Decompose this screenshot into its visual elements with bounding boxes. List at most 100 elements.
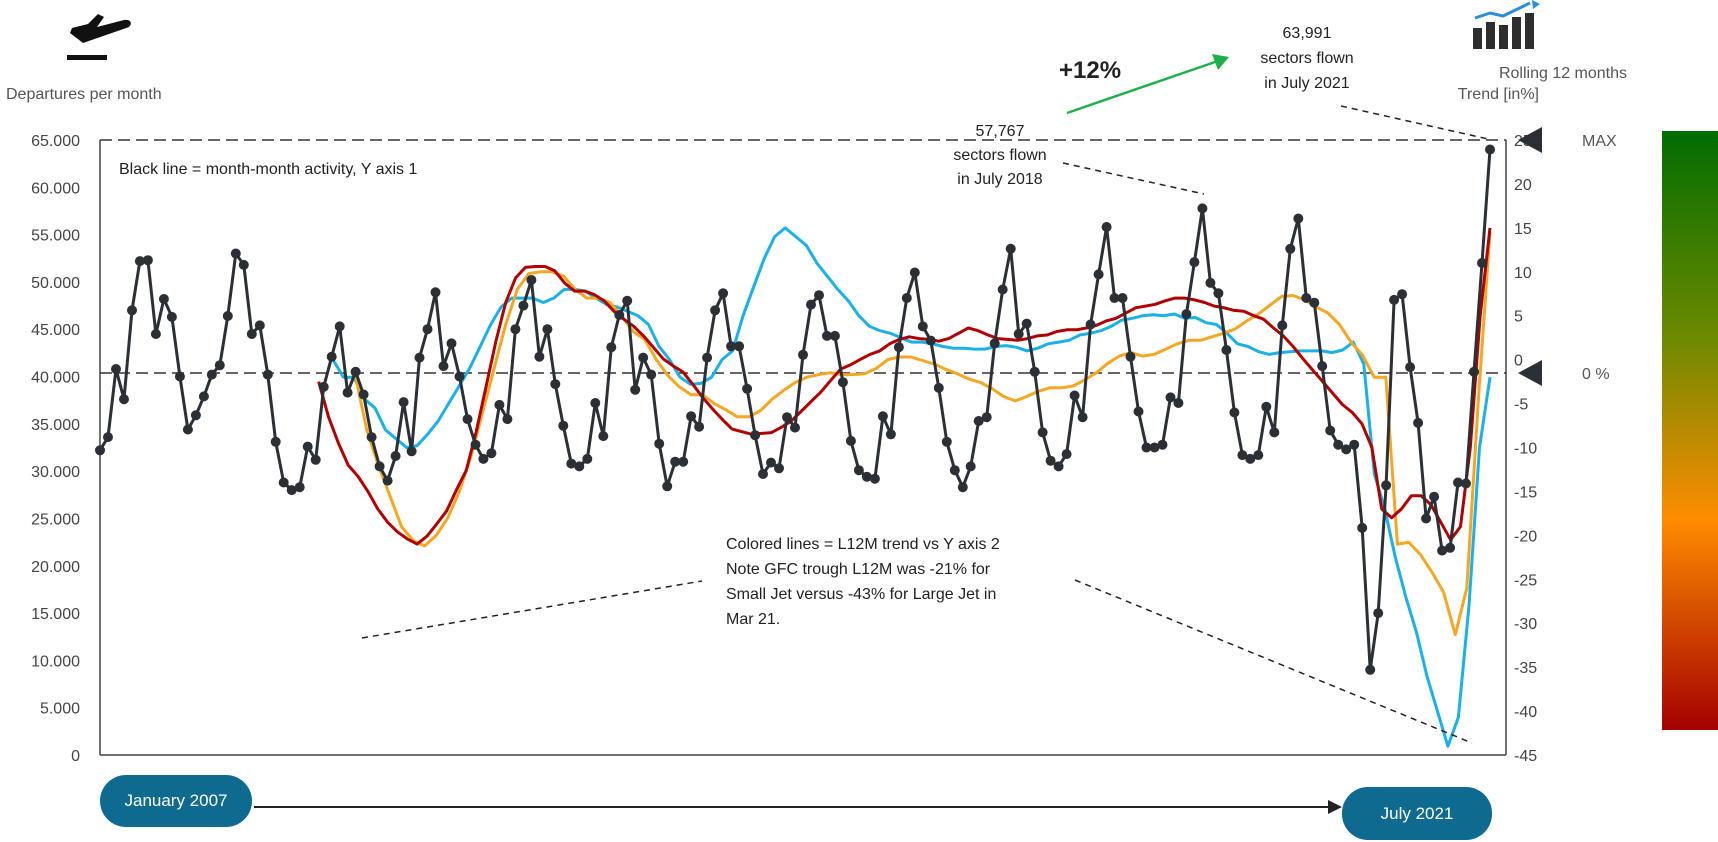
monthly-departures-point xyxy=(606,342,617,353)
monthly-departures-point xyxy=(142,255,153,266)
monthly-departures-point xyxy=(1461,478,1471,489)
colored-lines-note: Colored lines = L12M trend vs Y axis 2 N… xyxy=(726,536,1000,628)
monthly-departures-point xyxy=(358,389,369,400)
y2-tick-label: -30 xyxy=(1514,616,1537,633)
monthly-departures-point xyxy=(1029,366,1040,377)
monthly-departures-point xyxy=(454,371,465,382)
growth-arrow-head xyxy=(1212,54,1229,70)
monthly-departures-point xyxy=(718,288,729,299)
monthly-departures-point xyxy=(1309,297,1320,308)
monthly-departures-point xyxy=(446,338,457,349)
monthly-departures-point xyxy=(1165,392,1176,403)
monthly-departures-point xyxy=(542,324,553,335)
callout-2018-line3: in July 2018 xyxy=(957,171,1042,188)
monthly-departures-point xyxy=(526,275,537,285)
monthly-departures-point xyxy=(1365,664,1376,675)
monthly-departures-point xyxy=(174,371,185,382)
y1-tick-label: 35.000 xyxy=(31,417,80,434)
monthly-departures-point xyxy=(1429,491,1440,502)
series-layer xyxy=(95,144,1495,748)
monthly-departures-point xyxy=(742,383,753,394)
monthly-departures-point xyxy=(1445,542,1456,553)
monthly-departures-point xyxy=(254,320,265,331)
monthly-departures-point xyxy=(1149,442,1160,453)
monthly-departures-point xyxy=(1085,319,1096,330)
monthly-departures-point xyxy=(1125,351,1136,362)
monthly-departures-point xyxy=(1293,213,1304,224)
monthly-departures-point xyxy=(957,482,968,493)
monthly-departures-point xyxy=(814,290,824,301)
y2-axis-label-line1: Rolling 12 months xyxy=(1499,65,1627,82)
monthly-departures-point xyxy=(1229,407,1240,418)
monthly-departures-point xyxy=(1477,258,1487,268)
monthly-departures-point xyxy=(1189,257,1200,268)
y2-tick-label: 5 xyxy=(1514,309,1523,326)
monthly-departures-point xyxy=(1197,203,1208,214)
monthly-departures-point xyxy=(622,295,633,306)
note-line-4: Mar 21. xyxy=(726,611,780,628)
y2-tick-label: 15 xyxy=(1514,221,1532,238)
monthly-departures-point xyxy=(598,431,609,442)
monthly-departures-point xyxy=(1349,439,1360,450)
monthly-departures-point xyxy=(901,293,912,303)
y1-tick-label: 5.000 xyxy=(40,701,80,718)
monthly-departures-point xyxy=(989,338,1000,349)
monthly-departures-point xyxy=(1453,477,1463,488)
monthly-departures-point xyxy=(302,441,313,452)
monthly-departures-point xyxy=(1485,144,1495,155)
monthly-departures-point xyxy=(638,352,649,363)
monthly-departures-point xyxy=(1381,480,1392,491)
monthly-departures-point xyxy=(238,259,249,270)
monthly-departures-point xyxy=(1245,453,1256,464)
monthly-departures-point xyxy=(190,410,201,421)
monthly-departures-point xyxy=(997,284,1008,295)
callout-2018-leader xyxy=(1062,162,1205,195)
monthly-departures-point xyxy=(949,465,960,476)
monthly-departures-point xyxy=(422,324,433,335)
monthly-departures-point xyxy=(414,352,425,363)
monthly-departures-point xyxy=(734,341,745,352)
zero-label: 0 % xyxy=(1582,366,1610,383)
monthly-departures-point xyxy=(566,458,577,469)
y2-tick-label: 0 xyxy=(1514,353,1523,370)
monthly-departures-point xyxy=(1117,293,1128,303)
monthly-departures-point xyxy=(398,397,409,408)
monthly-departures-point xyxy=(150,329,161,339)
monthly-departures-point xyxy=(1269,427,1280,438)
monthly-departures-point xyxy=(486,448,497,459)
y2-axis-label-line2: Trend [in%] xyxy=(1458,86,1539,103)
monthly-departures-point xyxy=(726,341,737,352)
monthly-departures-point xyxy=(182,424,193,435)
end-date-pill xyxy=(1342,787,1492,840)
monthly-departures-point xyxy=(885,429,896,440)
monthly-departures-point xyxy=(1237,450,1248,461)
max-label: MAX xyxy=(1582,133,1617,150)
monthly-departures-point xyxy=(166,311,177,322)
monthly-departures-point xyxy=(678,456,689,467)
monthly-departures-point xyxy=(470,439,481,450)
y2-tick-label: -20 xyxy=(1514,528,1537,545)
monthly-departures-point xyxy=(790,422,800,433)
callout-2018-line2: sectors flown xyxy=(953,147,1046,164)
y1-tick-label: 25.000 xyxy=(31,511,80,528)
callout-2021-line2: sectors flown xyxy=(1260,50,1353,67)
monthly-departures-point xyxy=(758,469,768,479)
monthly-departures-point xyxy=(750,430,761,441)
monthly-departures-point xyxy=(829,330,840,341)
monthly-departures-point xyxy=(1157,439,1168,450)
monthly-departures-point xyxy=(1101,222,1112,232)
monthly-departures-point xyxy=(294,482,305,493)
monthly-departures-point xyxy=(909,267,920,278)
monthly-departures-point xyxy=(654,438,665,449)
callout-july-2021: 63,991 sectors flown in July 2021 xyxy=(1260,25,1353,92)
monthly-departures-point xyxy=(646,369,657,380)
monthly-departures-point xyxy=(981,412,992,423)
note-line-1: Colored lines = L12M trend vs Y axis 2 xyxy=(726,536,1000,553)
y2-tick-label: 10 xyxy=(1514,265,1532,282)
note-leader-right xyxy=(1074,579,1473,744)
y1-tick-label: 30.000 xyxy=(31,464,80,481)
end-date-label: July 2021 xyxy=(1381,804,1454,823)
monthly-departures-point xyxy=(798,349,808,360)
monthly-departures-point xyxy=(774,463,784,474)
monthly-departures-point xyxy=(502,414,513,425)
